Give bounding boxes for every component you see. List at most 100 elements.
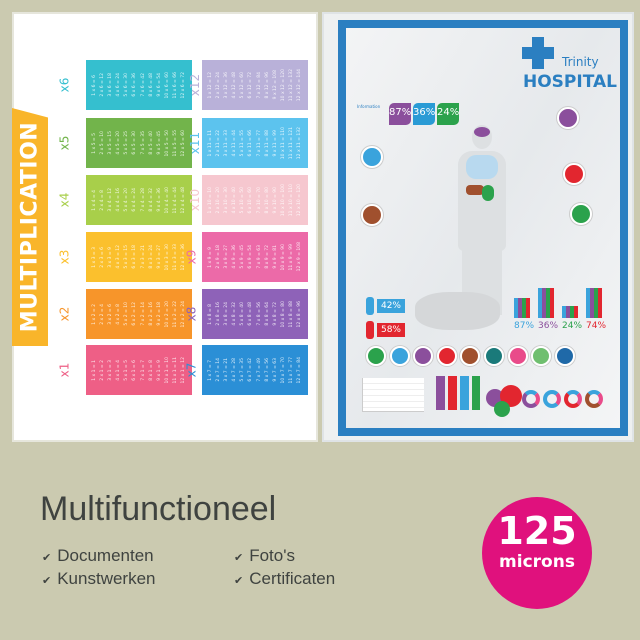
table-row: 1 x 1 = 1 bbox=[91, 359, 97, 381]
table-row: 3 x 9 = 27 bbox=[223, 245, 229, 269]
info-label: Information bbox=[357, 104, 381, 109]
table-label: x7 bbox=[184, 362, 199, 378]
table-row: 11 x 1 = 11 bbox=[173, 356, 179, 384]
table-row: 5 x 10 = 50 bbox=[240, 186, 246, 214]
table-row: 3 x 6 = 18 bbox=[107, 73, 113, 97]
bar-stat: 36% bbox=[538, 321, 559, 331]
table-row: 5 x 2 = 10 bbox=[124, 302, 130, 326]
table-row: 5 x 4 = 20 bbox=[124, 188, 130, 212]
table-row: 7 x 10 = 70 bbox=[256, 186, 262, 214]
table-row: 3 x 5 = 15 bbox=[107, 131, 113, 155]
table-x11: 1 x 11 = 11 2 x 11 = 22 3 x 11 = 33 4 x 11 … bbox=[202, 118, 308, 168]
table-row: 4 x 3 = 12 bbox=[116, 245, 122, 269]
table-label: x3 bbox=[57, 249, 72, 265]
table-row: 6 x 10 = 60 bbox=[248, 186, 254, 214]
table-row: 9 x 6 = 54 bbox=[156, 73, 162, 97]
table-x12: 1 x 12 = 12 2 x 12 = 24 3 x 12 = 36 4 x 12 … bbox=[202, 60, 308, 110]
table-row: 7 x 3 = 21 bbox=[140, 245, 146, 269]
bar-stat: 87% bbox=[514, 321, 535, 331]
check-icon: ✔ bbox=[42, 575, 52, 587]
organ-icon bbox=[554, 346, 575, 366]
table-row: 5 x 11 = 55 bbox=[240, 129, 246, 157]
table-row: 1 x 3 = 3 bbox=[91, 246, 97, 268]
table-row: 11 x 3 = 33 bbox=[173, 243, 179, 271]
table-row: 4 x 1 = 4 bbox=[116, 359, 122, 381]
table-row: 11 x 6 = 66 bbox=[173, 71, 179, 99]
table-row: 11 x 7 = 77 bbox=[289, 356, 295, 384]
brand-large: HOSPITAL bbox=[523, 72, 617, 92]
stomach-badge bbox=[570, 203, 592, 225]
table-row: 8 x 6 = 48 bbox=[148, 73, 154, 97]
table-row: 10 x 1 = 10 bbox=[164, 356, 170, 384]
stat-tile: 87% bbox=[389, 103, 411, 125]
table-row: 5 x 1 = 5 bbox=[124, 359, 130, 381]
table-row: 8 x 10 = 80 bbox=[264, 186, 270, 214]
table-row: 11 x 9 = 99 bbox=[289, 243, 295, 271]
table-label: x1 bbox=[57, 362, 72, 378]
table-row: 10 x 6 = 60 bbox=[164, 71, 170, 99]
table-row: 10 x 11 = 110 bbox=[280, 126, 286, 160]
table-row: 9 x 5 = 45 bbox=[156, 131, 162, 155]
thickness-badge: 125 microns bbox=[482, 497, 592, 609]
table-label: x10 bbox=[188, 188, 203, 212]
table-row: 6 x 8 = 48 bbox=[248, 302, 254, 326]
table-row: 10 x 12 = 120 bbox=[280, 68, 286, 102]
table-row: 6 x 7 = 42 bbox=[248, 358, 254, 382]
table-row: 12 x 9 = 108 bbox=[297, 242, 303, 272]
liver-badge bbox=[361, 204, 383, 226]
venn-chart bbox=[486, 385, 526, 421]
table-row: 2 x 6 = 12 bbox=[99, 73, 105, 97]
lungs-badge bbox=[361, 146, 383, 168]
table-row: 12 x 4 = 48 bbox=[181, 186, 187, 214]
organ-icon bbox=[531, 346, 552, 366]
table-row: 4 x 10 = 40 bbox=[232, 186, 238, 214]
brain-badge bbox=[557, 107, 579, 129]
table-row: 5 x 6 = 30 bbox=[124, 73, 130, 97]
table-row: 4 x 5 = 20 bbox=[116, 131, 122, 155]
donut-chart bbox=[522, 390, 540, 408]
table-row: 11 x 5 = 55 bbox=[173, 129, 179, 157]
table-row: 11 x 10 = 110 bbox=[289, 183, 295, 217]
table-row: 3 x 3 = 9 bbox=[107, 246, 113, 268]
table-row: 12 x 8 = 96 bbox=[297, 300, 303, 328]
table-row: 4 x 8 = 32 bbox=[232, 302, 238, 326]
table-label: x11 bbox=[188, 131, 203, 155]
table-row: 3 x 2 = 6 bbox=[107, 303, 113, 325]
table-row: 7 x 7 = 49 bbox=[256, 358, 262, 382]
table-label: x6 bbox=[57, 77, 72, 93]
table-row: 5 x 8 = 40 bbox=[240, 302, 246, 326]
table-row: 4 x 7 = 28 bbox=[232, 358, 238, 382]
table-row: 10 x 5 = 50 bbox=[164, 129, 170, 157]
feature-item: ✔ Foto's bbox=[234, 546, 295, 565]
table-row: 8 x 11 = 88 bbox=[264, 129, 270, 157]
table-row: 3 x 8 = 24 bbox=[223, 302, 229, 326]
table-row: 9 x 11 = 99 bbox=[272, 129, 278, 157]
table-row: 11 x 2 = 22 bbox=[173, 300, 179, 328]
table-row: 7 x 5 = 35 bbox=[140, 131, 146, 155]
check-icon: ✔ bbox=[42, 552, 52, 564]
table-row: 2 x 4 = 8 bbox=[99, 189, 105, 211]
table-row: 6 x 1 = 6 bbox=[132, 359, 138, 381]
table-row: 4 x 4 = 16 bbox=[116, 188, 122, 212]
table-row: 3 x 11 = 33 bbox=[223, 129, 229, 157]
organ-icon bbox=[484, 346, 504, 366]
table-row: 7 x 12 = 84 bbox=[256, 71, 262, 99]
table-row: 8 x 1 = 8 bbox=[148, 359, 154, 381]
table-label: x12 bbox=[188, 73, 203, 97]
organ-icon bbox=[413, 346, 434, 366]
gender-stat: 58% bbox=[377, 323, 405, 337]
table-row: 8 x 4 = 32 bbox=[148, 188, 154, 212]
table-row: 7 x 4 = 28 bbox=[140, 188, 146, 212]
table-row: 2 x 7 = 14 bbox=[215, 358, 221, 382]
table-label: x9 bbox=[184, 249, 199, 265]
world-map bbox=[415, 292, 500, 330]
table-row: 12 x 6 = 72 bbox=[181, 71, 187, 99]
table-row: 10 x 10 = 100 bbox=[280, 183, 286, 217]
table-row: 2 x 9 = 18 bbox=[215, 245, 221, 269]
feature-item: ✔ Certificaten bbox=[234, 569, 336, 588]
